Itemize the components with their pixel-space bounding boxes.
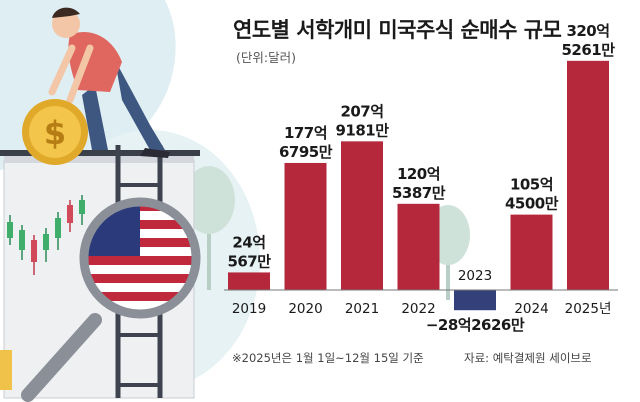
source-label: 자료: 예탁결제원 세이브로 bbox=[464, 351, 592, 365]
x-tick-label: 2021 bbox=[345, 301, 379, 317]
data-label: 9181만 bbox=[335, 121, 389, 139]
data-label: 5387만 bbox=[392, 184, 446, 202]
bar-2020 bbox=[284, 162, 327, 290]
data-label: 120억 bbox=[397, 165, 440, 183]
x-tick-label: 2023 bbox=[458, 268, 492, 284]
data-label: 320억 bbox=[566, 22, 609, 40]
x-tick-label: 2024 bbox=[514, 301, 548, 317]
data-label: 105억 bbox=[510, 176, 553, 194]
data-label: −28억2626만 bbox=[426, 316, 525, 334]
x-tick-label: 2022 bbox=[401, 301, 435, 317]
data-label: 177억 bbox=[284, 124, 327, 142]
bar-2021 bbox=[341, 141, 383, 290]
bar-2024 bbox=[510, 214, 553, 290]
data-label: 24억 bbox=[232, 233, 265, 251]
data-label: 5261만 bbox=[561, 41, 615, 59]
person-icon bbox=[48, 7, 170, 158]
dollar-coin-icon: $ bbox=[22, 99, 88, 165]
gold-bar-icon bbox=[0, 350, 12, 390]
x-tick-label: 2025년 bbox=[565, 301, 612, 317]
bar-2022 bbox=[397, 203, 440, 290]
stock-chart-icon bbox=[7, 195, 85, 275]
tree-icon bbox=[183, 166, 235, 290]
bar-2023 bbox=[454, 290, 496, 311]
x-tick-label: 2019 bbox=[232, 301, 266, 317]
bar-2025년 bbox=[567, 60, 609, 290]
magnifier-icon bbox=[21, 197, 201, 402]
data-label: 567만 bbox=[227, 252, 271, 270]
footnote: ※2025년은 1월 1일~12월 15일 기준 bbox=[232, 351, 424, 365]
data-label: 6795만 bbox=[279, 143, 333, 161]
chart-title: 연도별 서학개미 미국주식 순매수 규모 bbox=[233, 18, 562, 42]
data-label: 207억 bbox=[340, 102, 383, 120]
svg-text:$: $ bbox=[44, 114, 66, 152]
x-tick-label: 2020 bbox=[288, 301, 322, 317]
unit-label: (단위:달러) bbox=[236, 50, 296, 65]
data-label: 4500만 bbox=[505, 195, 559, 213]
bar-2019 bbox=[228, 272, 270, 290]
